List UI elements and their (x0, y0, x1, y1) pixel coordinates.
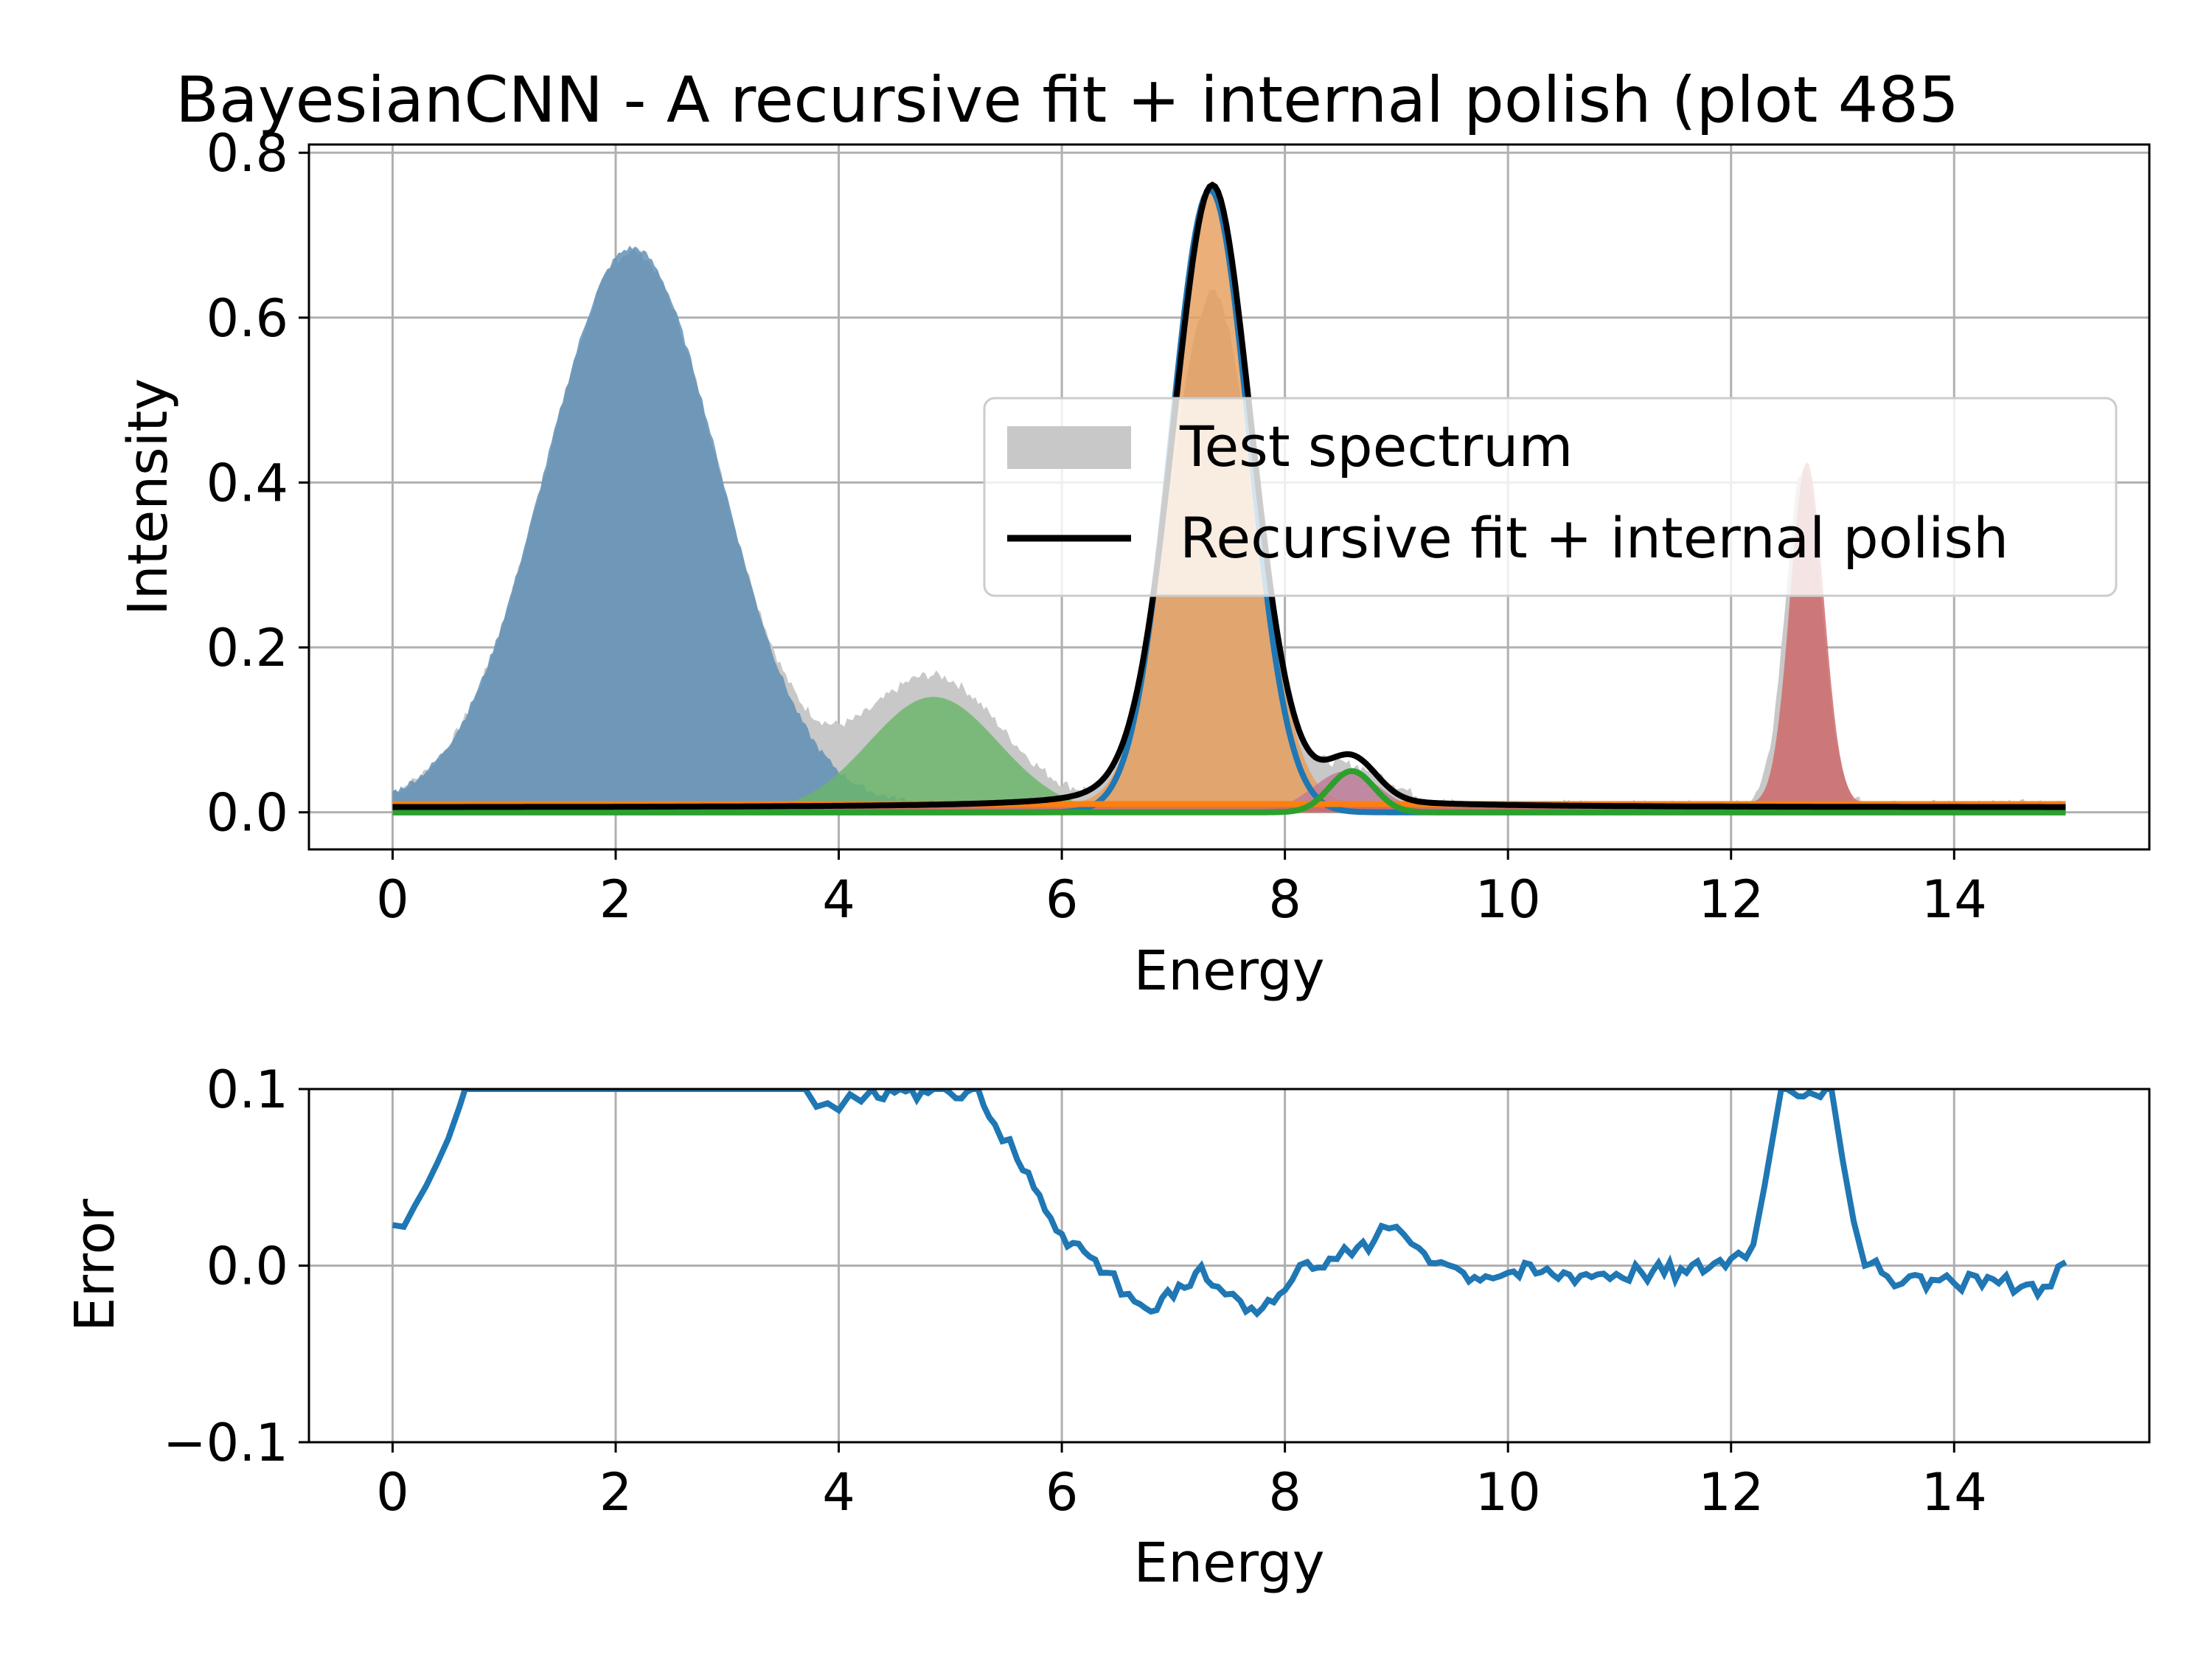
legend-test-spectrum-swatch (1007, 426, 1131, 469)
legend-test-spectrum-label: Test spectrum (1179, 414, 1573, 479)
top-fit-lines (392, 181, 2066, 815)
bottom-xtick-label: 14 (1921, 1462, 1987, 1523)
component-fill-0 (392, 246, 2066, 813)
bottom-xtick-label: 2 (599, 1462, 633, 1523)
bottom-xtick-label: 4 (822, 1462, 855, 1523)
top-xtick-label: 0 (376, 869, 409, 930)
bottom-xtick-label: 0 (376, 1462, 409, 1523)
top-ytick-label: 0.6 (206, 288, 288, 349)
top-ytick-label: 0.2 (206, 618, 288, 678)
legend-box (983, 397, 2118, 597)
error-line-0 (392, 1089, 2067, 1318)
bottom-xtick-label: 10 (1475, 1462, 1541, 1523)
top-xtick-label: 4 (822, 869, 855, 930)
chart-title: BayesianCNN - A recursive fit + internal… (175, 63, 1959, 137)
bottom-xtick-label: 12 (1698, 1462, 1764, 1523)
bottom-panel: 0 2 4 6 8 10 12 14 −0.1 0.0 0.1 Energy Error (63, 1060, 2151, 1595)
bottom-xtick-label: 6 (1046, 1462, 1079, 1523)
top-xtick-label: 6 (1046, 869, 1079, 930)
error-series (392, 1089, 2067, 1318)
legend-fit-label: Recursive fit + internal polish (1180, 505, 2008, 571)
bottom-grid (309, 1088, 2149, 1444)
top-xtick-label: 2 (599, 869, 633, 930)
bottom-ytick-label: 0.1 (206, 1060, 288, 1120)
top-ticks: 0 2 4 6 8 10 12 14 0.0 0.2 0.4 0.6 0.8 (206, 123, 1987, 930)
component-line-2 (392, 768, 2066, 815)
top-xtick-label: 8 (1268, 869, 1301, 930)
bottom-ytick-label: 0.0 (206, 1237, 288, 1297)
top-ytick-label: 0.8 (206, 123, 288, 184)
top-ytick-label: 0.0 (206, 783, 288, 844)
top-xtick-label: 14 (1921, 869, 1987, 930)
bottom-xtick-label: 8 (1268, 1462, 1301, 1523)
bottom-ticks: 0 2 4 6 8 10 12 14 −0.1 0.0 0.1 (163, 1060, 1987, 1523)
bottom-xlabel: Energy (1133, 1531, 1324, 1595)
bottom-ylabel: Error (63, 1198, 127, 1332)
fit-line (392, 181, 2066, 810)
top-ylabel: Intensity (116, 378, 180, 616)
bottom-ytick-label: −0.1 (163, 1413, 288, 1473)
top-panel: BayesianCNN - A recursive fit + internal… (116, 63, 2151, 1003)
top-ytick-label: 0.4 (206, 453, 288, 513)
top-xlabel: Energy (1133, 939, 1324, 1003)
top-xtick-label: 12 (1698, 869, 1764, 930)
legend: Test spectrum Recursive fit + internal p… (983, 397, 2118, 597)
top-xtick-label: 10 (1475, 869, 1541, 930)
top-axes-frame (307, 143, 2151, 851)
